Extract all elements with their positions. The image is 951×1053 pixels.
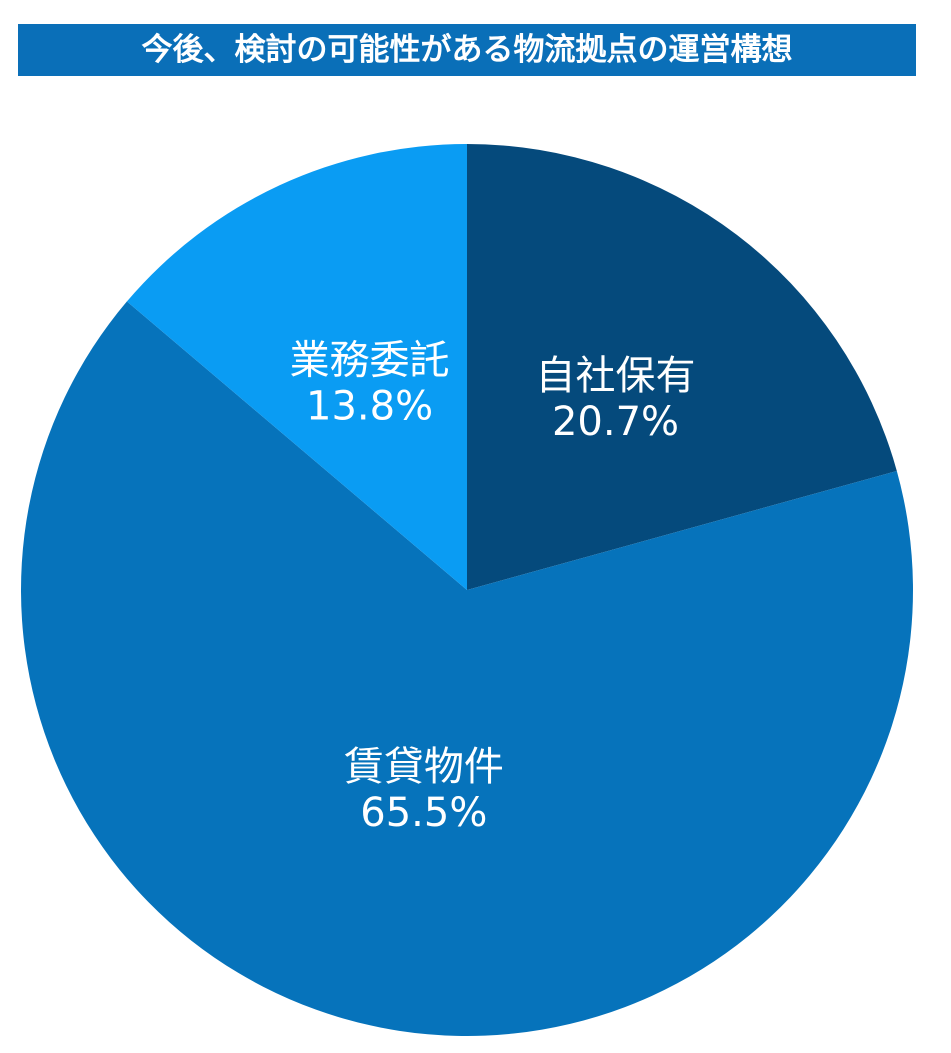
pie-slice-1 [467,144,897,590]
slice-label-2: 賃貸物件 [344,744,504,790]
slice-label-1: 自社保有 [536,353,696,399]
slice-value-3: 13.8% [306,384,433,430]
slice-value-2: 65.5% [360,790,487,836]
chart-title: 今後、検討の可能性がある物流拠点の運営構想 [18,24,916,76]
slice-label-3: 業務委託 [290,338,450,384]
pie-slice-2 [20,301,913,1036]
slice-value-1: 20.7% [552,399,679,445]
pie-slice-3 [126,144,468,590]
pie-slices [20,144,913,1036]
